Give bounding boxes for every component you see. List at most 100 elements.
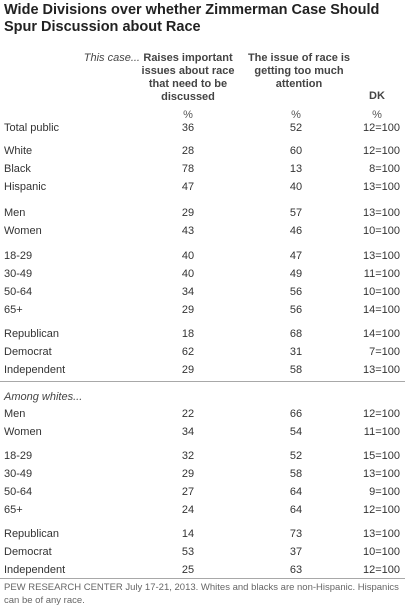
value-dk: 15=100 <box>362 450 400 462</box>
column-header-raises-issues: Raises important issues about race that … <box>141 52 235 103</box>
row-label: 30-49 <box>4 468 33 480</box>
value-raises-issues: 29 <box>181 364 195 376</box>
row-label: Women <box>4 225 42 237</box>
value-raises-issues: 47 <box>181 181 195 193</box>
value-dk: 12=100 <box>362 564 400 576</box>
row-label: Republican <box>4 528 60 540</box>
table-row: Men 29 57 13=100 <box>0 204 405 222</box>
table-row: White 28 60 12=100 <box>0 142 405 160</box>
table-row: 30-49 29 58 13=100 <box>0 465 405 483</box>
value-dk: 14=100 <box>362 328 400 340</box>
section-divider <box>0 381 405 382</box>
table-row: 18-29 40 47 13=100 <box>0 247 405 265</box>
row-label: 18-29 <box>4 450 33 462</box>
value-too-much-attention: 66 <box>289 408 303 420</box>
value-raises-issues: 25 <box>181 564 195 576</box>
value-raises-issues: 40 <box>181 268 195 280</box>
footer-divider <box>0 578 405 579</box>
value-too-much-attention: 52 <box>289 122 303 134</box>
percent-unit-col1: % <box>183 109 193 121</box>
value-raises-issues: 34 <box>181 426 195 438</box>
value-dk: 13=100 <box>362 364 400 376</box>
value-too-much-attention: 46 <box>289 225 303 237</box>
value-raises-issues: 27 <box>181 486 195 498</box>
value-too-much-attention: 13 <box>289 163 303 175</box>
value-raises-issues: 53 <box>181 546 195 558</box>
value-too-much-attention: 58 <box>289 468 303 480</box>
row-label: Democrat <box>4 346 52 358</box>
row-label: Independent <box>4 364 66 376</box>
table-row: Black 78 13 8=100 <box>0 160 405 178</box>
source-note: PEW RESEARCH CENTER July 17-21, 2013. Wh… <box>4 582 399 606</box>
value-dk: 12=100 <box>362 122 400 134</box>
value-dk: 14=100 <box>362 304 400 316</box>
table-row: Independent 29 58 13=100 <box>0 361 405 379</box>
table-row: 65+ 29 56 14=100 <box>0 301 405 319</box>
value-raises-issues: 40 <box>181 250 195 262</box>
value-dk: 8=100 <box>369 163 400 175</box>
row-label: Hispanic <box>4 181 47 193</box>
value-dk: 11=100 <box>363 426 400 438</box>
value-too-much-attention: 64 <box>289 504 303 516</box>
value-dk: 10=100 <box>362 225 400 237</box>
value-too-much-attention: 40 <box>289 181 303 193</box>
value-raises-issues: 22 <box>181 408 195 420</box>
value-too-much-attention: 58 <box>289 364 303 376</box>
value-too-much-attention: 37 <box>289 546 303 558</box>
value-raises-issues: 29 <box>181 304 195 316</box>
table-row: 18-29 32 52 15=100 <box>0 447 405 465</box>
percent-unit-col2: % <box>291 109 301 121</box>
table-row: Republican 18 68 14=100 <box>0 325 405 343</box>
row-label: Republican <box>4 328 60 340</box>
table-row: Hispanic 47 40 13=100 <box>0 178 405 196</box>
value-dk: 13=100 <box>362 468 400 480</box>
figure-title: Wide Divisions over whether Zimmerman Ca… <box>4 2 380 35</box>
row-label: Total public <box>4 122 60 134</box>
column-header-dk: DK <box>369 90 385 102</box>
row-label: Democrat <box>4 546 52 558</box>
row-label: Black <box>4 163 31 175</box>
table-row: Independent 25 63 12=100 <box>0 561 405 579</box>
value-too-much-attention: 47 <box>289 250 303 262</box>
value-too-much-attention: 68 <box>289 328 303 340</box>
value-raises-issues: 36 <box>181 122 195 134</box>
value-too-much-attention: 52 <box>289 450 303 462</box>
value-too-much-attention: 31 <box>289 346 303 358</box>
value-dk: 9=100 <box>369 486 400 498</box>
row-label: 18-29 <box>4 250 33 262</box>
table-row: Women 34 54 11=100 <box>0 423 405 441</box>
value-too-much-attention: 60 <box>289 145 303 157</box>
row-label: 50-64 <box>4 486 33 498</box>
row-label: Men <box>4 207 26 219</box>
column-stub-header: This case... <box>83 52 140 64</box>
value-dk: 12=100 <box>362 504 400 516</box>
value-dk: 7=100 <box>369 346 400 358</box>
column-header-too-much-attention: The issue of race is getting too much at… <box>247 52 351 90</box>
value-dk: 12=100 <box>362 145 400 157</box>
table-row: Democrat 62 31 7=100 <box>0 343 405 361</box>
value-raises-issues: 32 <box>181 450 195 462</box>
row-label: Women <box>4 426 42 438</box>
value-dk: 11=100 <box>363 268 400 280</box>
value-raises-issues: 34 <box>181 286 195 298</box>
value-too-much-attention: 73 <box>289 528 303 540</box>
value-too-much-attention: 64 <box>289 486 303 498</box>
table-row: 50-64 34 56 10=100 <box>0 283 405 301</box>
row-label: White <box>4 145 33 157</box>
value-dk: 13=100 <box>362 528 400 540</box>
value-too-much-attention: 49 <box>289 268 303 280</box>
value-dk: 13=100 <box>362 181 400 193</box>
percent-unit-col3: % <box>372 109 382 121</box>
table-row: Total public 36 52 12=100 <box>0 119 405 137</box>
value-raises-issues: 18 <box>181 328 195 340</box>
value-too-much-attention: 54 <box>289 426 303 438</box>
value-raises-issues: 78 <box>181 163 195 175</box>
value-raises-issues: 24 <box>181 504 195 516</box>
value-dk: 10=100 <box>362 546 400 558</box>
value-dk: 12=100 <box>362 408 400 420</box>
value-too-much-attention: 56 <box>289 286 303 298</box>
value-raises-issues: 14 <box>181 528 195 540</box>
row-label: 65+ <box>4 504 23 516</box>
value-raises-issues: 28 <box>181 145 195 157</box>
table-row: 50-64 27 64 9=100 <box>0 483 405 501</box>
